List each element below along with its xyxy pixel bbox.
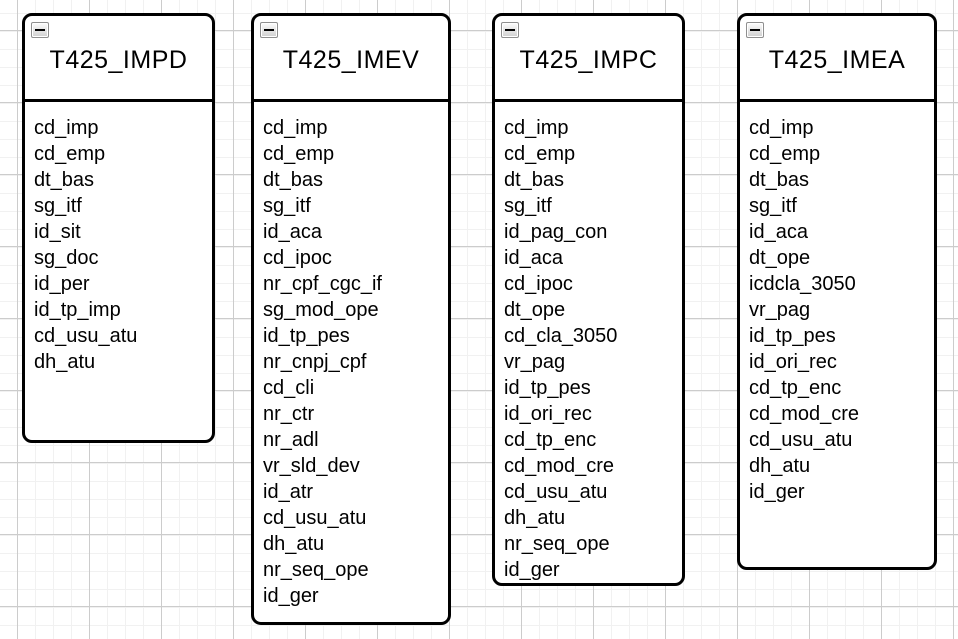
field-row[interactable]: dh_atu [749, 455, 811, 477]
field-row[interactable]: nr_adl [263, 429, 319, 451]
entity-field-list: cd_imp cd_emp dt_bas sg_itf id_aca cd_ipoc nr_… [254, 102, 448, 609]
field-row[interactable]: cd_usu_atu [34, 325, 138, 347]
entity-header[interactable]: T425_IMEV [254, 16, 448, 102]
entity-header[interactable]: T425_IMEA [740, 16, 934, 102]
field-row[interactable]: cd_usu_atu [504, 481, 608, 503]
field-row[interactable]: id_tp_pes [263, 325, 350, 347]
field-row[interactable]: dt_bas [263, 169, 324, 191]
field-row[interactable]: id_aca [749, 221, 808, 243]
field-row[interactable]: id_sit [34, 221, 81, 243]
field-row[interactable]: id_tp_imp [34, 299, 121, 321]
entity-title: T425_IMPD [49, 46, 188, 74]
field-row[interactable]: dt_ope [504, 299, 566, 321]
field-row[interactable]: cd_usu_atu [749, 429, 853, 451]
field-row[interactable]: id_ger [263, 585, 319, 607]
field-row[interactable]: sg_doc [34, 247, 99, 269]
field-row[interactable]: cd_tp_enc [504, 429, 597, 451]
minus-icon [505, 29, 515, 31]
field-row[interactable]: cd_tp_enc [749, 377, 842, 399]
field-row[interactable]: id_aca [504, 247, 563, 269]
field-row[interactable]: icdcla_3050 [749, 273, 856, 295]
field-row[interactable]: cd_ipoc [263, 247, 332, 269]
field-row[interactable]: cd_imp [34, 117, 99, 139]
field-row[interactable]: nr_cnpj_cpf [263, 351, 367, 373]
field-row[interactable]: id_atr [263, 481, 314, 503]
entity-table-t425_imea[interactable]: T425_IMEA cd_imp cd_emp dt_bas sg_itf id_aca… [737, 13, 937, 570]
entity-header[interactable]: T425_IMPD [25, 16, 212, 102]
field-row[interactable]: nr_ctr [263, 403, 315, 425]
field-row[interactable]: id_ger [749, 481, 805, 503]
field-row[interactable]: nr_seq_ope [263, 559, 369, 581]
field-row[interactable]: id_ori_rec [749, 351, 837, 373]
entity-table-t425_impc[interactable]: T425_IMPC cd_imp cd_emp dt_bas sg_itf id_pag… [492, 13, 685, 586]
field-row[interactable]: sg_itf [34, 195, 82, 217]
field-row[interactable]: cd_cla_3050 [504, 325, 618, 347]
field-row[interactable]: id_tp_pes [504, 377, 591, 399]
field-row[interactable]: nr_seq_ope [504, 533, 610, 555]
field-row[interactable]: cd_imp [263, 117, 328, 139]
entity-field-list: cd_imp cd_emp dt_bas sg_itf id_sit sg_doc id_p… [25, 102, 212, 375]
field-row[interactable]: dt_bas [34, 169, 95, 191]
field-row[interactable]: cd_mod_cre [504, 455, 615, 477]
minus-icon [264, 29, 274, 31]
field-row[interactable]: cd_emp [504, 143, 576, 165]
field-row[interactable]: id_ger [504, 559, 560, 581]
entity-header[interactable]: T425_IMPC [495, 16, 682, 102]
field-row[interactable]: dh_atu [263, 533, 325, 555]
collapse-button[interactable] [501, 22, 519, 38]
field-row[interactable]: dt_ope [749, 247, 811, 269]
field-row[interactable]: sg_itf [504, 195, 552, 217]
collapse-button[interactable] [746, 22, 764, 38]
field-row[interactable]: id_per [34, 273, 90, 295]
field-row[interactable]: dt_bas [749, 169, 810, 191]
field-row[interactable]: id_aca [263, 221, 322, 243]
collapse-button[interactable] [260, 22, 278, 38]
field-row[interactable]: id_pag_con [504, 221, 608, 243]
field-row[interactable]: id_tp_pes [749, 325, 836, 347]
field-row[interactable]: sg_itf [263, 195, 311, 217]
field-row[interactable]: vr_sld_dev [263, 455, 360, 477]
entity-table-t425_impd[interactable]: T425_IMPD cd_imp cd_emp dt_bas sg_itf id_sit… [22, 13, 215, 443]
field-row[interactable]: sg_mod_ope [263, 299, 379, 321]
field-row[interactable]: cd_imp [749, 117, 814, 139]
field-row[interactable]: id_ori_rec [504, 403, 592, 425]
field-row[interactable]: cd_imp [504, 117, 569, 139]
field-row[interactable]: cd_emp [749, 143, 821, 165]
field-row[interactable]: nr_cpf_cgc_if [263, 273, 382, 295]
entity-table-t425_imev[interactable]: T425_IMEV cd_imp cd_emp dt_bas sg_itf id_aca… [251, 13, 451, 625]
entity-title: T425_IMEA [768, 46, 906, 74]
entity-field-list: cd_imp cd_emp dt_bas sg_itf id_pag_con id_aca… [495, 102, 682, 583]
field-row[interactable]: vr_pag [749, 299, 811, 321]
field-row[interactable]: vr_pag [504, 351, 566, 373]
field-row[interactable]: dh_atu [34, 351, 96, 373]
field-row[interactable]: dh_atu [504, 507, 566, 529]
field-row[interactable]: cd_cli [263, 377, 315, 399]
entity-title: T425_IMPC [519, 46, 658, 74]
minus-icon [35, 29, 45, 31]
field-row[interactable]: cd_mod_cre [749, 403, 860, 425]
field-row[interactable]: dt_bas [504, 169, 565, 191]
field-row[interactable]: cd_usu_atu [263, 507, 367, 529]
field-row[interactable]: cd_ipoc [504, 273, 573, 295]
field-row[interactable]: sg_itf [749, 195, 797, 217]
collapse-button[interactable] [31, 22, 49, 38]
entity-title: T425_IMEV [282, 46, 420, 74]
field-row[interactable]: cd_emp [263, 143, 335, 165]
minus-icon [750, 29, 760, 31]
field-row[interactable]: cd_emp [34, 143, 106, 165]
